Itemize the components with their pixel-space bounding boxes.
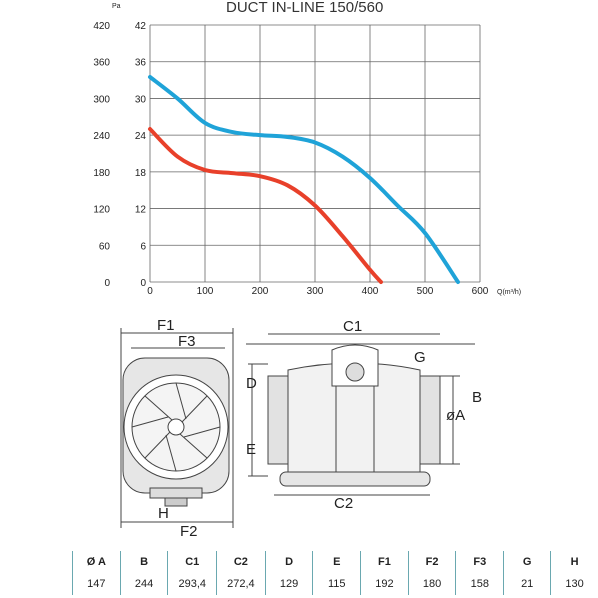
x-tick-label: 400 bbox=[362, 286, 379, 297]
header-e: E bbox=[312, 551, 361, 573]
value-d: 129 bbox=[264, 573, 313, 595]
table-header-row: Ø A B C1 C2 D E F1 F2 F3 G H bbox=[72, 551, 598, 573]
label-f2: F2 bbox=[180, 523, 198, 540]
header-g: G bbox=[503, 551, 551, 573]
value-c1: 293,4 bbox=[167, 573, 217, 595]
header-f2: F2 bbox=[407, 551, 456, 573]
value-a: 147 bbox=[72, 573, 121, 595]
header-f3: F3 bbox=[455, 551, 504, 573]
label-d: D bbox=[246, 375, 257, 392]
y-tick-label-right: 18 bbox=[135, 168, 147, 179]
y-ticks-left: 0 60 120 180 240 300 360 420 bbox=[93, 21, 110, 289]
y-tick-label-right: 6 bbox=[140, 241, 146, 252]
label-g: G bbox=[414, 349, 426, 366]
y-tick-label-right: 0 bbox=[140, 278, 146, 289]
table-value-row: 147 244 293,4 272,4 129 115 192 180 158 … bbox=[72, 573, 598, 595]
y-tick-label-left: 240 bbox=[93, 131, 110, 142]
y-tick-label-right: 24 bbox=[135, 131, 147, 142]
side-view bbox=[246, 333, 475, 496]
y-tick-label-left: 60 bbox=[99, 241, 111, 252]
value-c2: 272,4 bbox=[216, 573, 266, 595]
label-c2: C2 bbox=[334, 495, 353, 512]
series-line-1 bbox=[148, 75, 460, 284]
x-tick-label: 600 bbox=[472, 286, 489, 297]
label-c1: C1 bbox=[343, 318, 362, 335]
x-ticks: 0 100 200 300 400 500 600 bbox=[147, 286, 489, 297]
label-b: B bbox=[472, 389, 482, 406]
y-axis-label: Pa bbox=[112, 3, 121, 10]
header-h: H bbox=[550, 551, 598, 573]
y-tick-label-left: 360 bbox=[93, 58, 110, 69]
value-g: 21 bbox=[503, 573, 551, 595]
label-h: H bbox=[158, 505, 169, 522]
y-tick-label-left: 180 bbox=[93, 168, 110, 179]
series-group bbox=[148, 75, 460, 284]
performance-chart: DUCT IN-LINE 150/560 Pa Q(m³/h) 0 100 200 3… bbox=[93, 0, 521, 297]
header-c2: C2 bbox=[216, 551, 266, 573]
dimension-table: Ø A B C1 C2 D E F1 F2 F3 G H 147 244 293… bbox=[72, 551, 598, 595]
y-tick-label-right: 30 bbox=[135, 94, 147, 105]
y-tick-label-right: 12 bbox=[135, 205, 147, 216]
front-view bbox=[120, 328, 234, 528]
x-axis-label: Q(m³/h) bbox=[497, 289, 521, 296]
y-tick-label-right: 36 bbox=[135, 58, 147, 69]
x-tick-label: 300 bbox=[307, 286, 324, 297]
label-f1: F1 bbox=[157, 317, 175, 334]
value-h: 130 bbox=[550, 573, 598, 595]
value-e: 115 bbox=[312, 573, 361, 595]
series-line-2 bbox=[148, 127, 383, 284]
dimension-drawing: F1 F3 H F2 C1 C2 D E G øA B bbox=[120, 317, 482, 540]
y-ticks-right: 0 6 12 18 24 30 36 42 bbox=[135, 21, 147, 289]
value-b: 244 bbox=[119, 573, 168, 595]
value-f3: 158 bbox=[455, 573, 504, 595]
header-c1: C1 bbox=[167, 551, 217, 573]
y-tick-label-left: 0 bbox=[104, 278, 110, 289]
x-tick-label: 100 bbox=[197, 286, 214, 297]
x-tick-label: 500 bbox=[417, 286, 434, 297]
y-tick-label-left: 420 bbox=[93, 21, 110, 32]
x-tick-label: 200 bbox=[252, 286, 269, 297]
label-e: E bbox=[246, 441, 256, 458]
header-d: D bbox=[264, 551, 313, 573]
y-tick-label-left: 120 bbox=[93, 205, 110, 216]
x-tick-label: 0 bbox=[147, 286, 153, 297]
chart-title: DUCT IN-LINE 150/560 bbox=[226, 0, 383, 16]
label-f3: F3 bbox=[178, 333, 196, 350]
value-f1: 192 bbox=[360, 573, 409, 595]
y-tick-label-right: 42 bbox=[135, 21, 147, 32]
value-f2: 180 bbox=[407, 573, 456, 595]
header-b: B bbox=[119, 551, 168, 573]
y-tick-label-left: 300 bbox=[93, 94, 110, 105]
label-a: øA bbox=[446, 407, 465, 424]
header-f1: F1 bbox=[360, 551, 409, 573]
header-a: Ø A bbox=[72, 551, 121, 573]
